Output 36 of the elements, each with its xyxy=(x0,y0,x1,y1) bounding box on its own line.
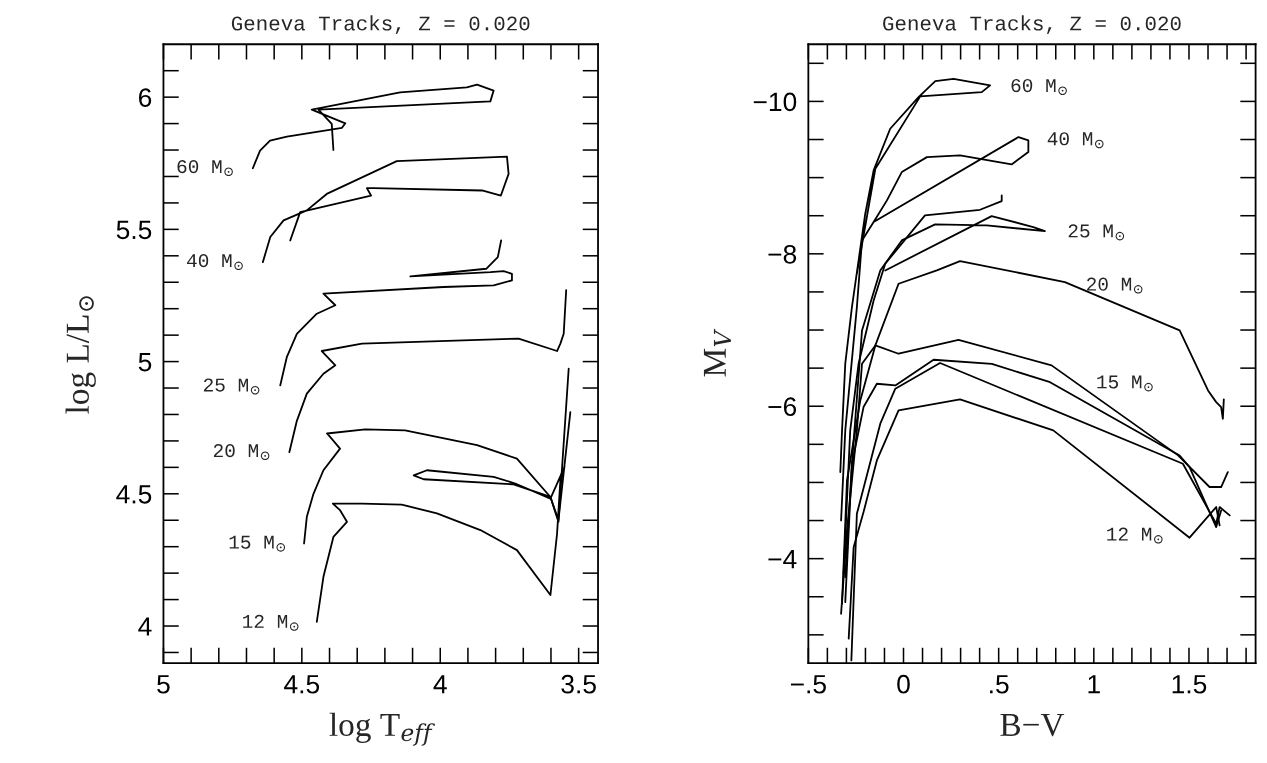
y-tick-label: 4.5 xyxy=(116,485,152,504)
y-tick-label: −10 xyxy=(753,92,797,112)
annotation: 20 M$_{⊙}$ xyxy=(213,444,270,461)
annotation: 60 M$_{⊙}$ xyxy=(1011,78,1067,95)
x-tick-label: 1 xyxy=(1088,675,1100,694)
annotation: 20 M$_{⊙}$ xyxy=(1087,277,1143,294)
y-axis-title: log L/L$_{⊙}$ xyxy=(65,296,96,414)
x-tick-label: 0 xyxy=(897,674,910,694)
y-tick-label: −6 xyxy=(768,397,797,417)
chart-title: Geneva Tracks, Z = 0.020 xyxy=(883,15,1181,35)
y-tick-label: 4 xyxy=(138,617,152,636)
y-tick-label: −8 xyxy=(768,244,797,264)
x-tick-label: 3.5 xyxy=(561,674,596,694)
x-tick-label: 1.5 xyxy=(1172,675,1207,694)
y-tick-label: 6 xyxy=(139,88,152,107)
y-tick-label: 5.5 xyxy=(116,220,152,240)
annotation: 40 M$_{⊙}$ xyxy=(1047,132,1104,149)
y-tick-label: 5 xyxy=(138,352,152,372)
annotation: 15 M$_{⊙}$ xyxy=(229,535,286,552)
y-axis-title: M$_{V}$ xyxy=(703,328,731,377)
x-tick-label: 4.5 xyxy=(284,675,320,694)
annotation: 40 M$_{⊙}$ xyxy=(187,254,243,271)
annotation: 12 M$_{⊙}$ xyxy=(243,614,299,631)
chart-title: Geneva Tracks, Z = 0.020 xyxy=(231,15,530,35)
annotation: 60 M$_{⊙}$ xyxy=(177,160,233,177)
x-axis-title: log T$_{eff}$ xyxy=(329,712,436,746)
annotation: 25 M$_{⊙}$ xyxy=(1068,224,1125,241)
annotation: 25 M$_{⊙}$ xyxy=(203,378,260,395)
annotation: 15 M$_{⊙}$ xyxy=(1097,375,1153,392)
y-tick-label: −4 xyxy=(768,550,797,569)
x-tick-label: 4 xyxy=(433,675,447,694)
annotation: 12 M$_{⊙}$ xyxy=(1107,527,1163,544)
x-tick-label: 5 xyxy=(157,675,170,694)
x-axis-title: B−V xyxy=(1000,713,1065,737)
x-tick-label: .5 xyxy=(990,675,1009,694)
x-tick-label: −.5 xyxy=(790,675,826,694)
